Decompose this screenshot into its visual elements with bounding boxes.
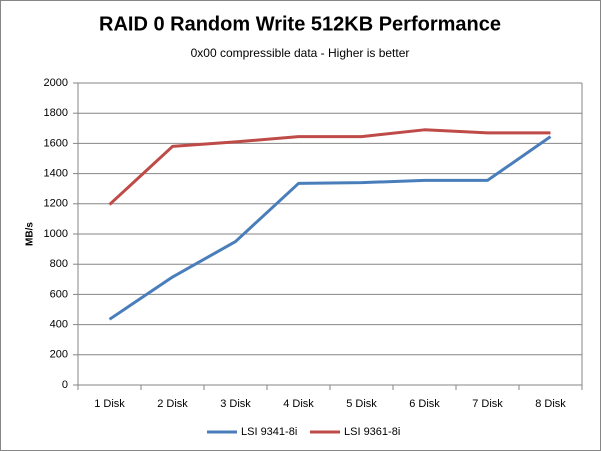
series-line [108, 128, 551, 206]
series-line [108, 135, 552, 321]
y-tick-label: 1200 [44, 198, 68, 210]
y-tick-label: 600 [50, 288, 68, 300]
y-tick-label: 400 [50, 319, 68, 331]
y-tick-label: 200 [50, 349, 68, 361]
chart-title: RAID 0 Random Write 512KB Performance [99, 13, 501, 35]
x-tick-label: 7 Disk [472, 398, 503, 410]
y-tick-label: 0 [62, 379, 68, 391]
x-tick-label: 6 Disk [409, 398, 440, 410]
x-tick-label: 2 Disk [157, 398, 188, 410]
y-axis-label: MB/s [25, 222, 36, 246]
y-tick-label: 1000 [44, 228, 68, 240]
x-tick-label: 3 Disk [220, 398, 251, 410]
y-tick-label: 1400 [44, 168, 68, 180]
legend-label: LSI 9341-8i [241, 426, 297, 438]
x-tick-label: 1 Disk [94, 398, 125, 410]
chart-subtitle: 0x00 compressible data - Higher is bette… [191, 46, 410, 60]
y-tick-label: 1600 [44, 137, 68, 149]
x-tick-label: 8 Disk [535, 398, 566, 410]
y-tick-label: 1800 [44, 107, 68, 119]
x-tick-label: 5 Disk [346, 398, 377, 410]
y-tick-label: 800 [50, 258, 68, 270]
legend-label: LSI 9361-8i [344, 426, 400, 438]
y-tick-label: 2000 [44, 77, 68, 89]
x-tick-label: 4 Disk [283, 398, 314, 410]
